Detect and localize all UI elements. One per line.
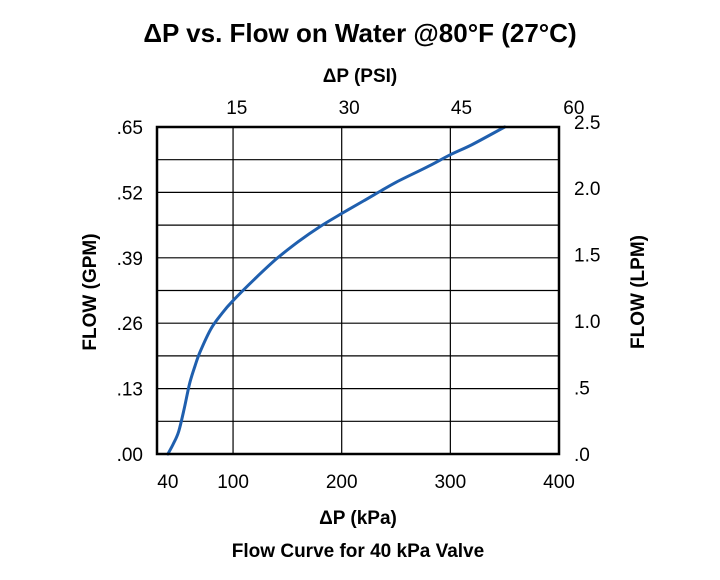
y2-tick-label: 2.0 <box>574 179 600 200</box>
x2-axis-title: ΔP (PSI) <box>323 66 398 87</box>
x-tick-label: 100 <box>217 472 249 493</box>
ticks: 40 100 200 300 400 15 30 45 60 .00 .13 .26 .39 .52 .65… <box>117 98 601 493</box>
series <box>166 125 507 456</box>
x-tick-label: 200 <box>326 472 358 493</box>
y2-tick-label: .0 <box>574 445 590 466</box>
y-tick-label: .65 <box>117 118 143 139</box>
y-tick-label: .52 <box>117 183 143 204</box>
flow-curve <box>166 125 507 456</box>
y-tick-label: .00 <box>117 445 143 466</box>
plot-frame <box>155 125 561 456</box>
chart-caption: Flow Curve for 40 kPa Valve <box>232 541 484 562</box>
y2-tick-label: 1.0 <box>574 312 600 333</box>
y-axis-title: FLOW (GPM) <box>80 233 101 350</box>
y-tick-label: .39 <box>117 249 143 270</box>
y2-axis-title: FLOW (LPM) <box>628 235 649 349</box>
x-tick-label: 400 <box>543 472 575 493</box>
x-tick-label: 40 <box>157 472 178 493</box>
y2-tick-label: 1.5 <box>574 246 600 267</box>
grid <box>157 127 559 454</box>
chart-title: ΔP vs. Flow on Water @80°F (27°C) <box>143 18 576 48</box>
y2-tick-label: .5 <box>574 379 590 400</box>
x2-tick-label: 60 <box>563 98 584 119</box>
y-tick-label: .13 <box>117 380 143 401</box>
x2-tick-label: 30 <box>339 98 360 119</box>
x-axis-title: ΔP (kPa) <box>319 508 397 529</box>
y2-tick-label: 2.5 <box>574 113 600 134</box>
y-tick-label: .26 <box>117 314 143 335</box>
x2-tick-label: 45 <box>451 98 472 119</box>
x-tick-label: 300 <box>434 472 466 493</box>
x2-tick-label: 15 <box>226 98 247 119</box>
